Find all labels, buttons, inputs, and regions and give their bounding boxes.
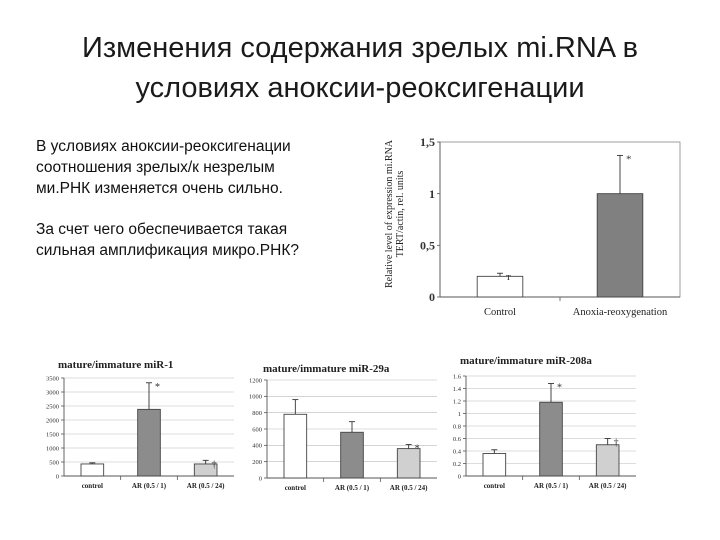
bar	[283, 413, 308, 479]
y-tick-label: 0	[429, 290, 435, 304]
y-tick-label: 2500	[46, 403, 59, 410]
slide-title: Изменения содержания зрелых mi.RNA в усл…	[0, 28, 720, 108]
chart-mir-208a: mature/immature miR-208a 0 0.2 0.4 0.6 0.8 1 1.…	[453, 355, 636, 490]
paragraph-line: сильная амплификация микро.РНК?	[36, 242, 299, 259]
paragraph-anoxia-ratio: В условиях аноксии-реоксигенации соотнош…	[36, 136, 356, 199]
y-tick-label: 1.6	[453, 373, 462, 380]
y-tick-label: 3000	[46, 389, 59, 396]
slide-title-line-2: условиях аноксии-реоксигенации	[135, 72, 585, 104]
y-tick-label: 1,5	[420, 135, 435, 149]
y-tick-label: 1.4	[453, 386, 462, 393]
paragraph-line: ми.РНК изменяется очень сильно.	[36, 180, 283, 197]
x-category-label: control	[484, 482, 505, 490]
slide-title-line-1: Изменения содержания зрелых mi.RNA в	[82, 32, 638, 64]
y-tick-label: 0.2	[453, 461, 461, 468]
paragraph-line: За счет чего обеспечивается такая	[36, 221, 288, 238]
significance-marker: т	[506, 271, 511, 283]
x-category-label: AR (0.5 / 1)	[335, 484, 370, 492]
significance-marker: *	[415, 444, 420, 455]
chart-tert-expression: Relative level of expression mi.RNATERT/…	[384, 135, 681, 318]
bar	[340, 431, 364, 479]
chart-title: mature/immature miR-208a	[460, 355, 592, 367]
y-tick-label: 1000	[46, 445, 59, 452]
x-category-label: AR (0.5 / 24)	[390, 484, 428, 492]
chart-title: mature/immature miR-29a	[263, 363, 390, 375]
y-tick-label: 2000	[46, 417, 59, 424]
significance-marker: *	[557, 383, 562, 394]
paragraph-line: соотношения зрелых/к незрелым	[36, 159, 275, 176]
x-category-label: AR (0.5 / 1)	[132, 482, 167, 490]
y-tick-label: 1	[429, 187, 435, 201]
y-tick-label: 1000	[249, 394, 262, 401]
chart-mir-1: mature/immature miR-1 0 500 1000 1500 2000 250…	[46, 359, 234, 490]
x-category-label: Anoxia-reoxygenation	[573, 307, 668, 318]
paragraph-question: За счет чего обеспечивается такая сильна…	[36, 219, 356, 261]
plot-frame	[439, 141, 681, 298]
x-category-label: control	[285, 484, 306, 492]
y-tick-label: 0.8	[453, 423, 461, 430]
y-tick-label: 1200	[249, 377, 262, 384]
bar	[482, 453, 507, 477]
paragraph-line: В условиях аноксии-реоксигенации	[36, 138, 291, 155]
bar	[596, 193, 644, 298]
bar	[539, 401, 563, 477]
y-tick-label: 0.6	[453, 436, 462, 443]
y-tick-label: 1	[458, 411, 461, 418]
y-tick-label: 0	[458, 473, 461, 480]
significance-marker: *	[155, 382, 160, 393]
y-tick-label: 600	[252, 426, 262, 433]
y-tick-label: 400	[252, 443, 262, 450]
x-category-label: Control	[484, 307, 516, 318]
y-tick-label: 1500	[46, 431, 59, 438]
y-tick-label: 0	[259, 475, 262, 482]
significance-marker: †	[212, 459, 217, 470]
y-tick-label: 3500	[46, 375, 59, 382]
chart-mir-29a: mature/immature miR-29a 0 200 400 600 800 1000…	[249, 363, 437, 492]
y-tick-label: 1.2	[453, 398, 461, 405]
y-tick-label: 800	[252, 410, 262, 417]
y-axis-label-line: Relative level of expression mi.RNA	[384, 139, 395, 288]
y-axis-label-line: TERT/actin, rel. units	[395, 171, 406, 258]
x-category-label: control	[82, 482, 103, 490]
x-category-label: AR (0.5 / 24)	[589, 482, 627, 490]
bar	[137, 408, 161, 477]
bar	[476, 275, 524, 298]
significance-marker: †	[614, 438, 619, 449]
bar	[396, 448, 421, 479]
y-tick-label: 0.4	[453, 448, 462, 455]
y-axis-label: Relative level of expression mi.RNATERT/…	[384, 139, 406, 288]
bar	[595, 444, 620, 477]
y-tick-label: 0,5	[420, 239, 435, 253]
x-category-label: AR (0.5 / 24)	[187, 482, 225, 490]
x-category-label: AR (0.5 / 1)	[534, 482, 569, 490]
y-tick-label: 200	[252, 459, 262, 466]
significance-marker: *	[626, 153, 632, 165]
y-tick-label: 500	[49, 459, 59, 466]
bar	[80, 463, 105, 477]
y-tick-label: 0	[56, 473, 59, 480]
chart-title: mature/immature miR-1	[58, 359, 173, 371]
